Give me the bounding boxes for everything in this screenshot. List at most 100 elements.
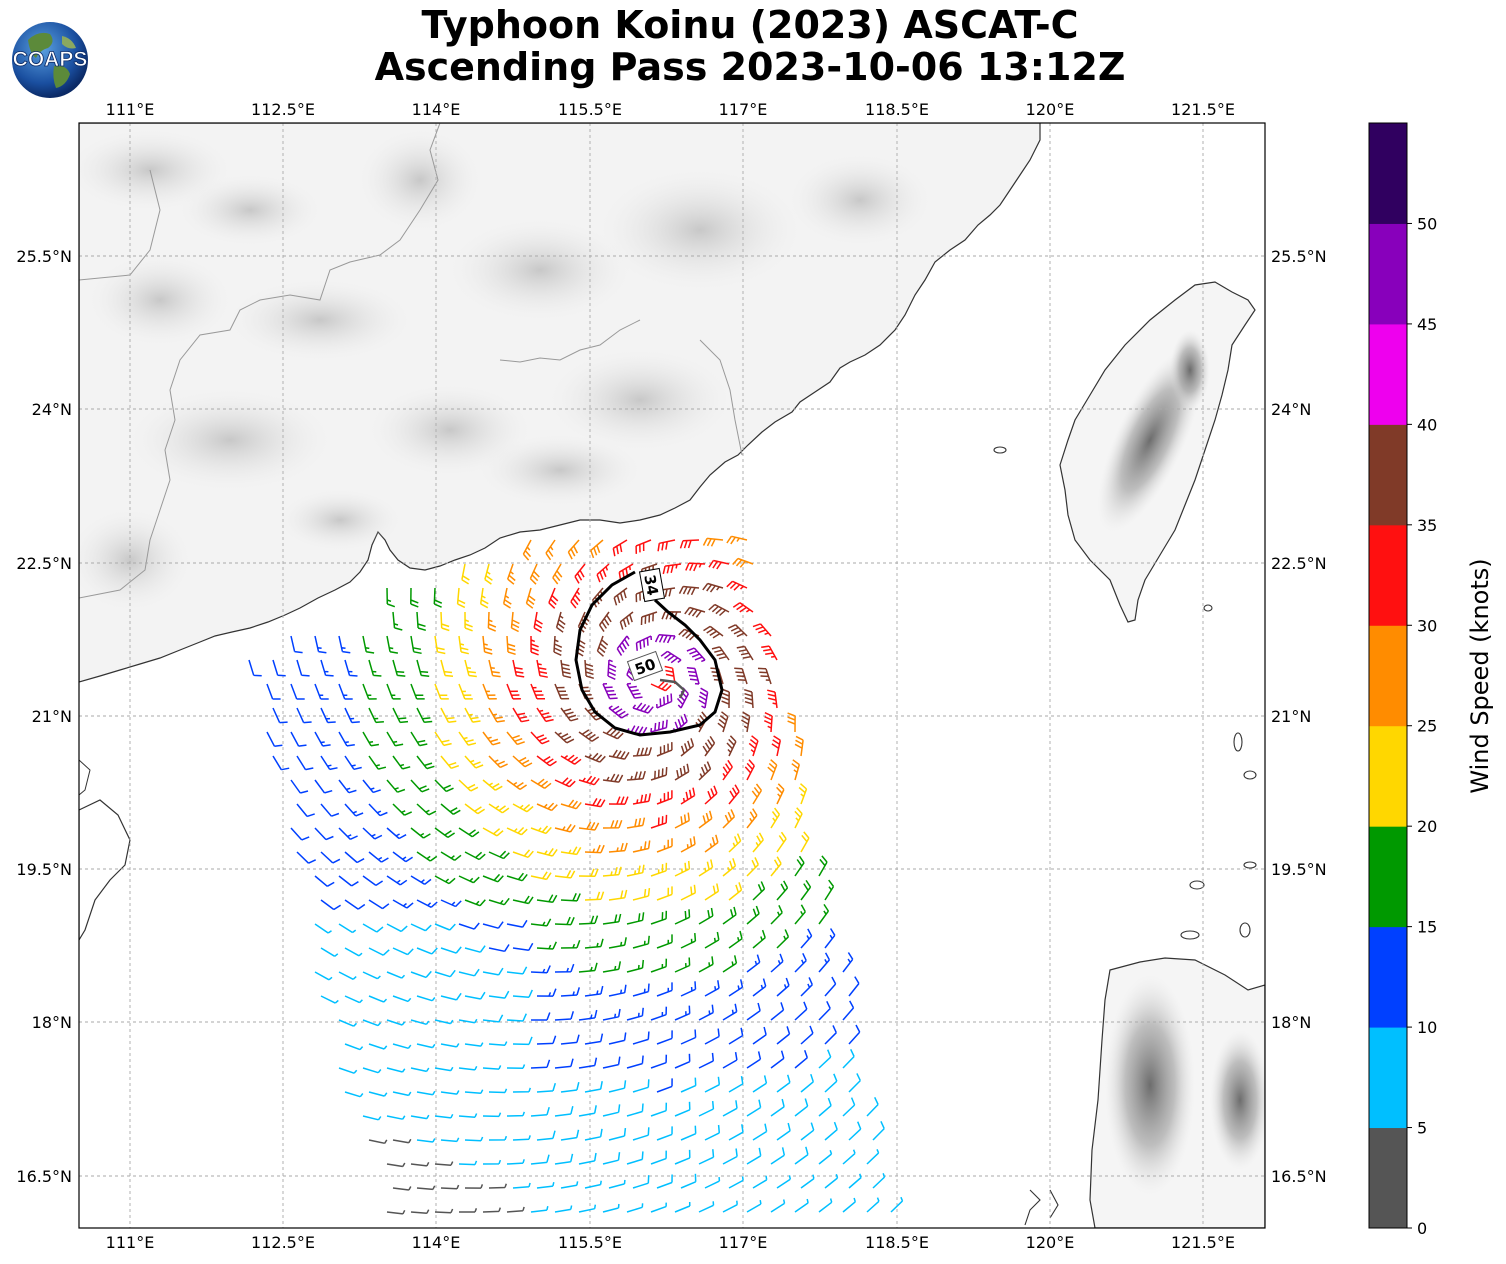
wind-barb	[464, 611, 473, 632]
wind-barb	[506, 563, 516, 585]
wind-barb	[578, 821, 600, 831]
wind-barb	[458, 1065, 478, 1071]
wind-barb	[368, 707, 384, 724]
wind-barb	[787, 712, 796, 733]
wind-barb	[752, 978, 767, 997]
wind-barb	[434, 1113, 454, 1119]
wind-barb	[656, 790, 673, 805]
wind-barb	[607, 659, 617, 680]
wind-barb	[590, 539, 604, 559]
wind-barb	[536, 707, 554, 723]
wind-contours: 34 50	[574, 567, 724, 737]
wind-barb	[536, 988, 557, 997]
wind-barb	[386, 875, 408, 886]
wind-barb	[344, 899, 366, 910]
wind-barb	[602, 913, 622, 925]
wind-barb	[711, 646, 730, 661]
wind-barb	[727, 624, 748, 638]
colorbar-segment	[1369, 1127, 1407, 1229]
wind-barb	[266, 731, 283, 747]
wind-barb	[362, 779, 381, 794]
wind-barb	[536, 1035, 557, 1045]
wind-barb	[608, 1179, 626, 1189]
wind-barb	[608, 889, 628, 901]
wind-barb	[704, 1028, 720, 1045]
wind-barb	[680, 738, 695, 757]
wind-barb	[584, 659, 595, 680]
wind-barb	[584, 1180, 602, 1189]
wind-barb	[488, 1041, 508, 1046]
wind-barb	[386, 587, 396, 608]
wind-barb	[386, 1115, 406, 1120]
wind-barb	[416, 803, 437, 816]
wind-barb	[461, 563, 470, 585]
wind-barb	[434, 1208, 454, 1214]
wind-barb	[752, 881, 766, 901]
wind-barb	[522, 539, 532, 561]
wind-barb	[626, 912, 645, 925]
wind-barb	[728, 833, 742, 853]
wind-barb	[458, 779, 479, 792]
lat-label: 18°N	[32, 1013, 72, 1032]
wind-barb	[512, 1182, 531, 1189]
wind-barb	[818, 952, 831, 973]
wind-barb	[824, 976, 837, 997]
wind-barb	[392, 1091, 412, 1097]
small-islands	[993, 446, 1257, 1226]
wind-barb	[752, 623, 772, 637]
wind-barb	[386, 779, 406, 793]
lon-labels-bottom: 111°E 112.5°E 114°E 115.5°E 117°E 118.5°…	[106, 1233, 1235, 1252]
wind-barb	[776, 1026, 791, 1045]
wind-barb	[482, 779, 503, 791]
wind-barb	[842, 1000, 855, 1021]
wind-barb	[525, 587, 536, 609]
wind-barb	[392, 995, 412, 1003]
wind-barb	[554, 731, 575, 744]
wind-barb	[368, 659, 382, 677]
wind-barb	[794, 855, 805, 877]
wind-barb	[464, 659, 477, 678]
wind-barb	[338, 827, 358, 840]
wind-barb	[458, 968, 480, 977]
wind-barb	[488, 990, 510, 999]
wind-barb	[704, 834, 719, 853]
wind-barb	[482, 1014, 504, 1023]
colorbar-ticks: 0 5 10 15 20 25 30 35 40 45 50	[1407, 214, 1437, 1238]
wind-barb	[344, 1091, 364, 1098]
wind-barb	[362, 1067, 382, 1074]
lon-label: 111°E	[106, 100, 155, 119]
wind-barb	[608, 937, 627, 949]
wind-barb	[488, 897, 510, 906]
wind-barb	[616, 635, 630, 656]
wind-barb	[578, 1105, 597, 1117]
wind-barb	[386, 683, 401, 700]
wind-barb	[650, 1054, 668, 1069]
wind-barb	[800, 1025, 814, 1045]
wind-barb	[702, 537, 724, 547]
wind-barb	[704, 785, 718, 805]
colorbar-segment	[1369, 725, 1407, 827]
wind-barb	[434, 1161, 454, 1166]
lat-labels-right: 25.5°N 24°N 22.5°N 21°N 19.5°N 18°N 16.5…	[1271, 247, 1327, 1186]
wind-barb	[320, 755, 338, 771]
wind-barb	[752, 1075, 768, 1093]
wind-barb	[602, 1056, 621, 1069]
wind-barb	[392, 803, 413, 816]
wind-barb	[560, 1082, 580, 1093]
wind-barb	[794, 1098, 809, 1117]
wind-barb	[656, 838, 673, 853]
wind-barb	[776, 1122, 791, 1141]
wind-barb	[770, 856, 782, 877]
wind-barb	[672, 713, 688, 733]
colorbar-segment	[1369, 524, 1407, 626]
wind-barb	[800, 831, 810, 853]
wind-barb	[464, 707, 481, 723]
colorbar-tick-label: 30	[1417, 616, 1437, 635]
wind-barb	[602, 1152, 621, 1165]
wind-barb	[530, 1154, 550, 1165]
wind-barb	[440, 659, 454, 678]
wind-barb	[722, 1200, 738, 1213]
wind-barb	[506, 1159, 525, 1165]
wind-barb	[708, 603, 730, 617]
wind-barb	[650, 719, 668, 733]
